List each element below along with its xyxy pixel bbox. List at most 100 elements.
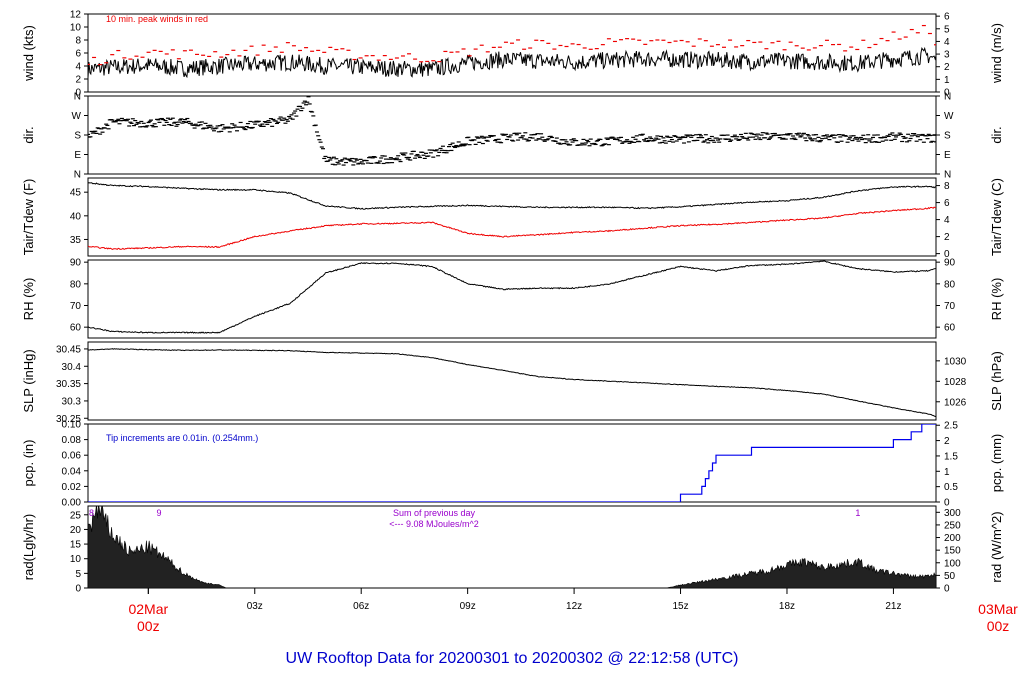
- wind-ytick-label: 6: [75, 49, 81, 60]
- temp-ytick-label: 35: [70, 235, 82, 246]
- pcp-ytick-label: 0.04: [62, 466, 82, 477]
- slp-ytick-label: 30.3: [62, 396, 82, 407]
- dir-ytick-right-label: N: [944, 170, 951, 181]
- rad-ytick-right-label: 250: [944, 520, 961, 531]
- radiation-annotation-line1: Sum of previous day: [393, 508, 476, 518]
- x-tick-label: 15z: [672, 601, 688, 612]
- rh-data: [88, 260, 936, 334]
- rh-ytick-label: 90: [70, 258, 82, 269]
- rh-ylabel-right: RH (%): [989, 278, 1004, 321]
- rh-frame: [87, 259, 937, 339]
- pcp-ytick-label: 0.08: [62, 435, 82, 446]
- dir-ylabel-right: dir.: [989, 126, 1004, 143]
- rh-ytick-right-label: 80: [944, 279, 956, 290]
- x-end-label-date: 03Mar: [978, 601, 1018, 617]
- pcp-ytick-label: 0.02: [62, 482, 82, 493]
- temp-data: [88, 182, 936, 251]
- rh-ytick-label: 70: [70, 301, 82, 312]
- rad-ylabel-right: rad (W/m^2): [989, 511, 1004, 582]
- radiation-day-marker: 8: [89, 508, 94, 518]
- x-tick-label: 21z: [885, 601, 901, 612]
- rad-ylabel: rad(Lgly/hr): [21, 514, 36, 580]
- slp-frame: [87, 341, 937, 421]
- rad-ytick-label: 20: [70, 525, 82, 536]
- slp-ytick-label: 30.25: [56, 414, 81, 425]
- pcp-ytick-label: 0.00: [62, 498, 82, 509]
- slp-ytick-right-label: 1030: [944, 356, 967, 367]
- temp-frame: [87, 177, 937, 257]
- slp-ylabel-right: SLP (hPa): [989, 351, 1004, 411]
- wind-ytick-label: 12: [70, 10, 82, 21]
- radiation-day-marker: 1: [855, 508, 860, 518]
- wind-ytick-right-label: 4: [944, 37, 950, 48]
- pcp-data: [88, 424, 936, 502]
- rh-ytick-label: 80: [70, 279, 82, 290]
- slp-ytick-right-label: 1026: [944, 397, 967, 408]
- rh-series-0: [88, 260, 936, 334]
- wind-ytick-label: 0: [75, 88, 81, 99]
- wind-ytick-right-label: 6: [944, 12, 950, 23]
- wind-ylabel-right: wind (m/s): [989, 23, 1004, 84]
- slp-ylabel: SLP (inHg): [21, 349, 36, 412]
- pcp-ytick-right-label: 1: [944, 467, 950, 478]
- radiation-area: [88, 506, 936, 588]
- rad-ytick-label: 15: [70, 540, 82, 551]
- wind-ytick-right-label: 0: [944, 88, 950, 99]
- temp-ylabel-right: Tair/Tdew (C): [989, 178, 1004, 256]
- pcp-ylabel: pcp. (in): [21, 440, 36, 487]
- rad-ytick-right-label: 100: [944, 558, 961, 569]
- pcp-ytick-label: 0.10: [62, 420, 82, 431]
- dir-ylabel: dir.: [21, 126, 36, 143]
- dir-ytick-label: S: [74, 131, 81, 142]
- slp-ytick-label: 30.45: [56, 344, 81, 355]
- precip-annotation: Tip increments are 0.01in. (0.254mm.): [106, 433, 258, 443]
- slp-ytick-label: 30.4: [62, 362, 82, 373]
- rad-data: [88, 506, 936, 588]
- pcp-ytick-right-label: 2: [944, 436, 950, 447]
- rad-ytick-label: 10: [70, 554, 82, 565]
- slp-ytick-right-label: 1028: [944, 377, 967, 388]
- rad-ytick-right-label: 300: [944, 508, 961, 519]
- slp-data: [88, 348, 936, 418]
- temp-ytick-right-label: 4: [944, 215, 950, 226]
- wind-ytick-label: 10: [70, 23, 82, 34]
- panel-pcp: 0.00 0.02 0.04 0.06 0.08 0.10 0 0.5 1 1.5 2 2.5 pcp.…: [21, 420, 1004, 509]
- panel-rad: 0510152025050100150200250300rad(Lgly/hr)…: [21, 505, 1004, 595]
- slp-ytick-label: 30.35: [56, 379, 81, 390]
- wind-data: [88, 24, 936, 79]
- slp-series-0: [88, 348, 936, 418]
- x-end-label-hour: 00z: [987, 618, 1010, 634]
- dir-ytick-label: E: [74, 150, 81, 161]
- temp-ytick-label: 45: [70, 188, 82, 199]
- temp-ylabel: Tair/Tdew (F): [21, 179, 36, 256]
- dir-ytick-right-label: W: [944, 111, 954, 122]
- precip-series: [88, 424, 936, 502]
- rad-ytick-right-label: 0: [944, 584, 950, 595]
- temp-series-1: [88, 206, 936, 251]
- rh-ytick-right-label: 60: [944, 323, 956, 334]
- wind-ytick-right-label: 2: [944, 62, 950, 73]
- dir-ytick-label: W: [72, 111, 82, 122]
- temp-ytick-right-label: 8: [944, 181, 950, 192]
- dir-ytick-label: N: [74, 170, 81, 181]
- rad-ytick-right-label: 200: [944, 533, 961, 544]
- dir-ytick-label: N: [74, 92, 81, 103]
- panel-temp: 35 40 45 0 2 4 6 8 Tair/Tdew (F) Tair/Tdew (C): [21, 177, 1004, 260]
- wind-frame: [87, 13, 937, 93]
- wind-ytick-label: 8: [75, 36, 81, 47]
- rad-ytick-label: 0: [75, 584, 81, 595]
- pcp-ytick-right-label: 2.5: [944, 421, 958, 432]
- wind-ytick-label: 2: [75, 75, 81, 86]
- temp-ytick-right-label: 2: [944, 232, 950, 243]
- rad-ytick-label: 25: [70, 510, 82, 521]
- panel-slp: 30.25 30.3 30.35 30.4 30.45 1026 1028 1030 SLP (…: [21, 341, 1004, 425]
- dir-ytick-right-label: S: [944, 131, 951, 142]
- pcp-ytick-right-label: 0: [944, 498, 950, 509]
- wind-ytick-right-label: 1: [944, 75, 950, 86]
- rh-ylabel: RH (%): [21, 278, 36, 321]
- rad-ytick-right-label: 150: [944, 546, 961, 557]
- rh-ytick-label: 60: [70, 323, 82, 334]
